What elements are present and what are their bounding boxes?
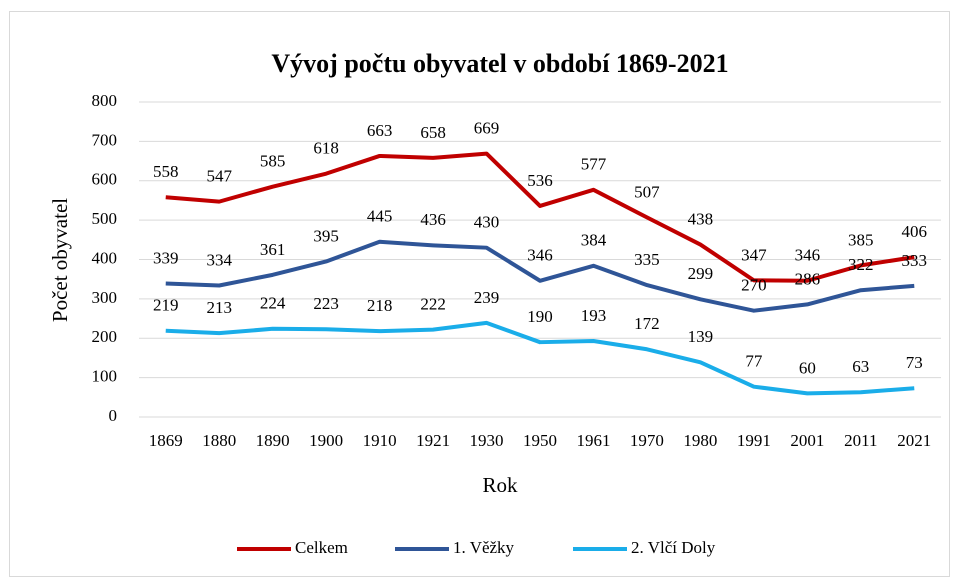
x-tick-label: 1950	[523, 431, 557, 450]
legend-label: Celkem	[295, 538, 348, 557]
data-label: 213	[206, 298, 232, 317]
x-tick-label: 1980	[683, 431, 717, 450]
chart-border	[9, 11, 950, 577]
series-line	[165, 239, 915, 313]
data-label: 346	[795, 246, 821, 265]
x-tick-label: 1900	[309, 431, 343, 450]
x-tick-label: 1921	[416, 431, 450, 450]
data-label: 445	[367, 207, 393, 226]
data-label: 658	[420, 123, 446, 142]
data-label: 663	[367, 121, 393, 140]
data-label: 334	[206, 250, 232, 269]
data-label: 60	[799, 358, 816, 377]
data-label: 361	[260, 240, 286, 259]
x-tick-label: 2021	[897, 431, 931, 450]
series-line	[165, 320, 915, 396]
data-label: 190	[527, 307, 553, 326]
x-tick-label: 1930	[470, 431, 504, 450]
y-tick-label: 700	[92, 130, 118, 149]
data-label: 193	[581, 306, 607, 325]
data-label: 222	[420, 294, 446, 313]
data-label: 172	[634, 314, 660, 333]
data-label: 536	[527, 171, 553, 190]
data-label: 299	[688, 264, 714, 283]
y-tick-label: 400	[92, 248, 118, 267]
data-label: 223	[313, 294, 339, 313]
legend-label: 1. Věžky	[453, 538, 515, 557]
data-label: 270	[741, 276, 767, 295]
series-line	[165, 151, 915, 283]
x-tick-label: 1961	[576, 431, 610, 450]
data-label: 547	[206, 167, 232, 186]
y-tick-label: 800	[92, 91, 118, 110]
data-label: 347	[741, 245, 767, 264]
data-label: 139	[688, 327, 714, 346]
data-label: 577	[581, 155, 607, 174]
data-label: 669	[474, 118, 500, 137]
data-label: 618	[313, 139, 339, 158]
data-label: 558	[153, 162, 179, 181]
data-label: 218	[367, 296, 393, 315]
data-label: 436	[420, 210, 446, 229]
data-label: 430	[474, 213, 500, 232]
data-label: 406	[902, 222, 928, 241]
data-label: 335	[634, 250, 660, 269]
x-tick-label: 2011	[844, 431, 877, 450]
data-label: 385	[848, 230, 874, 249]
y-axis-title: Počet obyvatel	[48, 198, 72, 322]
x-tick-label: 1869	[149, 431, 183, 450]
y-tick-label: 100	[92, 367, 118, 386]
data-label: 73	[906, 353, 923, 372]
data-label: 219	[153, 296, 179, 315]
x-tick-label: 1991	[737, 431, 771, 450]
y-tick-label: 200	[92, 327, 118, 346]
x-tick-label: 1890	[256, 431, 290, 450]
data-label: 507	[634, 182, 660, 201]
x-axis-title: Rok	[482, 473, 518, 497]
data-label: 438	[688, 209, 714, 228]
data-label: 339	[153, 248, 179, 267]
data-label: 585	[260, 152, 286, 171]
x-tick-label: 1970	[630, 431, 664, 450]
data-label: 333	[902, 251, 928, 270]
data-label: 322	[848, 255, 874, 274]
x-tick-label: 1910	[363, 431, 397, 450]
legend-label: 2. Vlčí Doly	[631, 538, 716, 557]
data-label: 224	[260, 294, 286, 313]
data-label: 239	[474, 288, 500, 307]
data-label: 77	[745, 352, 763, 371]
y-tick-label: 0	[109, 406, 118, 425]
y-tick-label: 300	[92, 288, 118, 307]
data-label: 384	[581, 231, 607, 250]
data-label: 286	[795, 269, 821, 288]
y-tick-label: 500	[92, 209, 118, 228]
y-tick-label: 600	[92, 170, 118, 189]
x-tick-label: 2001	[790, 431, 824, 450]
x-tick-label: 1880	[202, 431, 236, 450]
data-label: 395	[313, 226, 339, 245]
data-label: 63	[852, 357, 869, 376]
chart-title: Vývoj počtu obyvatel v období 1869-2021	[271, 49, 728, 78]
data-label: 346	[527, 246, 553, 265]
